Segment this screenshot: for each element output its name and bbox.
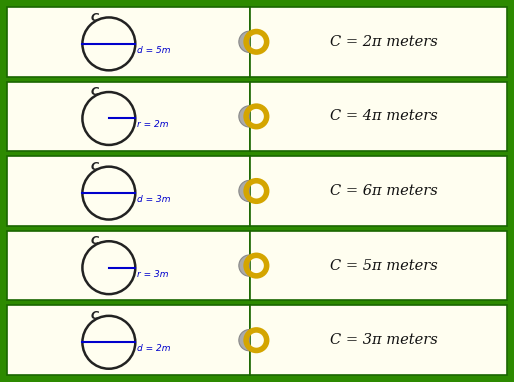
Wedge shape (239, 106, 249, 127)
Wedge shape (239, 330, 249, 351)
Text: C = 4π meters: C = 4π meters (329, 109, 437, 123)
FancyBboxPatch shape (249, 305, 507, 375)
FancyBboxPatch shape (7, 7, 249, 77)
Wedge shape (239, 180, 249, 202)
FancyBboxPatch shape (249, 82, 507, 151)
Wedge shape (239, 255, 249, 276)
Text: r = 2m: r = 2m (137, 120, 169, 129)
FancyBboxPatch shape (7, 156, 249, 226)
FancyBboxPatch shape (7, 82, 249, 151)
Text: C: C (90, 87, 98, 97)
Text: d = 3m: d = 3m (137, 195, 171, 204)
Text: r = 3m: r = 3m (137, 270, 169, 279)
Text: C = 6π meters: C = 6π meters (329, 184, 437, 198)
Text: C: C (90, 162, 98, 172)
FancyBboxPatch shape (249, 156, 507, 226)
Wedge shape (239, 31, 249, 52)
Text: C: C (90, 311, 98, 321)
Text: C = 2π meters: C = 2π meters (329, 35, 437, 49)
FancyBboxPatch shape (7, 305, 249, 375)
Text: C: C (90, 236, 98, 246)
Text: d = 5m: d = 5m (137, 46, 171, 55)
FancyBboxPatch shape (249, 231, 507, 300)
Text: C = 5π meters: C = 5π meters (329, 259, 437, 273)
Text: C: C (90, 13, 98, 23)
FancyBboxPatch shape (7, 231, 249, 300)
Text: d = 2m: d = 2m (137, 344, 171, 353)
Text: C = 3π meters: C = 3π meters (329, 333, 437, 347)
FancyBboxPatch shape (249, 7, 507, 77)
